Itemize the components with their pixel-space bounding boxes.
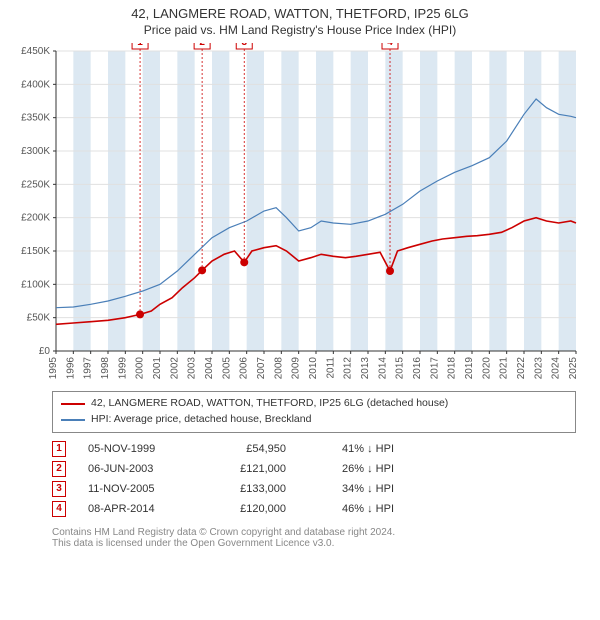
footer-line: Contains HM Land Registry data © Crown c… (52, 527, 576, 538)
svg-text:4: 4 (387, 43, 393, 48)
svg-text:2011: 2011 (325, 357, 336, 379)
footer-line: This data is licensed under the Open Gov… (52, 538, 576, 549)
svg-text:£350K: £350K (21, 113, 50, 124)
sale-marker: 3 (52, 481, 66, 497)
legend-label: HPI: Average price, detached house, Brec… (91, 412, 311, 428)
sale-date: 08-APR-2014 (88, 503, 188, 515)
sale-row: 2 06-JUN-2003 £121,000 26% ↓ HPI (52, 459, 576, 479)
svg-text:2007: 2007 (256, 357, 267, 380)
legend: 42, LANGMERE ROAD, WATTON, THETFORD, IP2… (52, 391, 576, 433)
svg-text:2017: 2017 (429, 357, 440, 380)
svg-text:1997: 1997 (83, 357, 94, 380)
sale-price: £120,000 (206, 503, 286, 515)
svg-text:2010: 2010 (308, 357, 319, 380)
svg-text:2005: 2005 (221, 357, 232, 380)
svg-text:£200K: £200K (21, 213, 50, 224)
svg-text:£150K: £150K (21, 246, 50, 257)
svg-text:2020: 2020 (481, 357, 492, 380)
sale-price: £121,000 (206, 463, 286, 475)
svg-text:2012: 2012 (343, 357, 354, 380)
legend-item: 42, LANGMERE ROAD, WATTON, THETFORD, IP2… (61, 396, 567, 412)
sale-delta: 41% ↓ HPI (304, 443, 394, 455)
legend-item: HPI: Average price, detached house, Brec… (61, 412, 567, 428)
legend-swatch (61, 419, 85, 421)
chart: £0 £50K £100K £150K £200K £250K £300K £350K £400… (8, 43, 592, 383)
footer: Contains HM Land Registry data © Crown c… (52, 527, 576, 549)
svg-text:£400K: £400K (21, 79, 50, 90)
svg-text:2009: 2009 (291, 357, 302, 380)
sale-date: 05-NOV-1999 (88, 443, 188, 455)
sale-row: 1 05-NOV-1999 £54,950 41% ↓ HPI (52, 439, 576, 459)
sale-row: 4 08-APR-2014 £120,000 46% ↓ HPI (52, 499, 576, 519)
svg-text:2002: 2002 (169, 357, 180, 380)
sale-marker: 1 (52, 441, 66, 457)
svg-text:2016: 2016 (412, 357, 423, 380)
svg-text:£450K: £450K (21, 46, 50, 57)
svg-text:2021: 2021 (499, 357, 510, 380)
svg-text:£250K: £250K (21, 179, 50, 190)
sale-price: £54,950 (206, 443, 286, 455)
sale-delta: 34% ↓ HPI (304, 483, 394, 495)
sale-delta: 46% ↓ HPI (304, 503, 394, 515)
svg-text:2003: 2003 (187, 357, 198, 380)
svg-text:2014: 2014 (377, 357, 388, 380)
svg-text:1998: 1998 (100, 357, 111, 380)
svg-text:2004: 2004 (204, 357, 215, 380)
sale-marker: 2 (52, 461, 66, 477)
svg-text:2000: 2000 (135, 357, 146, 380)
legend-swatch (61, 403, 85, 405)
svg-text:2006: 2006 (239, 357, 250, 380)
sales-table: 1 05-NOV-1999 £54,950 41% ↓ HPI 2 06-JUN-2003… (52, 439, 576, 519)
svg-text:1: 1 (137, 43, 143, 48)
svg-text:2001: 2001 (152, 357, 163, 380)
chart-title: 42, LANGMERE ROAD, WATTON, THETFORD, IP2… (8, 6, 592, 21)
sale-row: 3 11-NOV-2005 £133,000 34% ↓ HPI (52, 479, 576, 499)
sale-date: 06-JUN-2003 (88, 463, 188, 475)
svg-text:1999: 1999 (117, 357, 128, 380)
sale-marker: 4 (52, 501, 66, 517)
svg-text:1995: 1995 (48, 357, 59, 380)
sale-date: 11-NOV-2005 (88, 483, 188, 495)
svg-text:2015: 2015 (395, 357, 406, 380)
sale-price: £133,000 (206, 483, 286, 495)
svg-text:2019: 2019 (464, 357, 475, 380)
svg-text:£300K: £300K (21, 146, 50, 157)
svg-text:£100K: £100K (21, 279, 50, 290)
sale-delta: 26% ↓ HPI (304, 463, 394, 475)
legend-label: 42, LANGMERE ROAD, WATTON, THETFORD, IP2… (91, 396, 448, 412)
svg-text:2013: 2013 (360, 357, 371, 380)
svg-text:2025: 2025 (568, 357, 579, 380)
svg-text:2018: 2018 (447, 357, 458, 380)
svg-text:2008: 2008 (273, 357, 284, 380)
chart-svg: £0 £50K £100K £150K £200K £250K £300K £350K £400… (8, 43, 588, 383)
svg-text:2022: 2022 (516, 357, 527, 380)
svg-text:1996: 1996 (65, 357, 76, 380)
svg-text:£50K: £50K (27, 313, 51, 324)
svg-text:2024: 2024 (551, 357, 562, 380)
svg-text:£0: £0 (39, 346, 51, 357)
chart-subtitle: Price paid vs. HM Land Registry's House … (8, 23, 592, 37)
svg-text:2023: 2023 (533, 357, 544, 380)
svg-text:3: 3 (241, 43, 247, 48)
svg-text:2: 2 (199, 43, 205, 48)
